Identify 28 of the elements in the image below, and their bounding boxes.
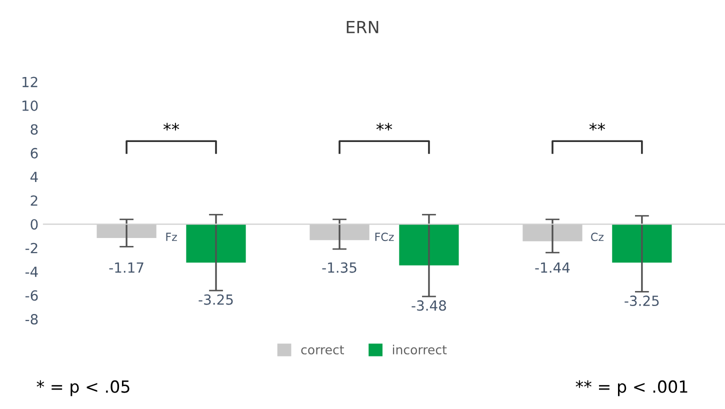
x-tick-label: Cz xyxy=(591,232,604,242)
y-tick-label: 6 xyxy=(30,148,38,158)
y-tick-label: 2 xyxy=(30,195,38,206)
y-tick-label: 0 xyxy=(30,219,38,230)
legend-label: incorrect xyxy=(392,344,447,354)
y-tick-label: 4 xyxy=(30,172,38,182)
legend-label: correct xyxy=(301,345,344,354)
annotation: ** xyxy=(163,122,180,130)
data-label: -1.17 xyxy=(109,262,144,273)
data-label: -3.25 xyxy=(198,294,233,305)
data-label: -1.44 xyxy=(535,262,570,273)
text: ** = p < .001 xyxy=(576,380,688,396)
y-tick-label: -8 xyxy=(25,314,38,324)
data-label: -1.35 xyxy=(322,262,356,273)
y-tick-label: 8 xyxy=(30,124,38,135)
data-label: -3.25 xyxy=(624,296,659,306)
y-tick-label: 12 xyxy=(22,76,38,88)
annotation: ** xyxy=(589,122,606,130)
annotation: ** xyxy=(376,122,392,130)
y-tick-label: -4 xyxy=(25,266,38,277)
y-tick-label: 10 xyxy=(22,100,38,111)
chart-title: ERN xyxy=(346,20,378,34)
y-tick-label: -2 xyxy=(25,242,38,254)
data-label: -3.48 xyxy=(412,300,446,311)
y-tick-label: -6 xyxy=(25,290,38,301)
x-tick-label: Fz xyxy=(166,232,177,241)
x-tick-label: FCz xyxy=(375,232,394,242)
text: * = p < .05 xyxy=(36,380,130,396)
